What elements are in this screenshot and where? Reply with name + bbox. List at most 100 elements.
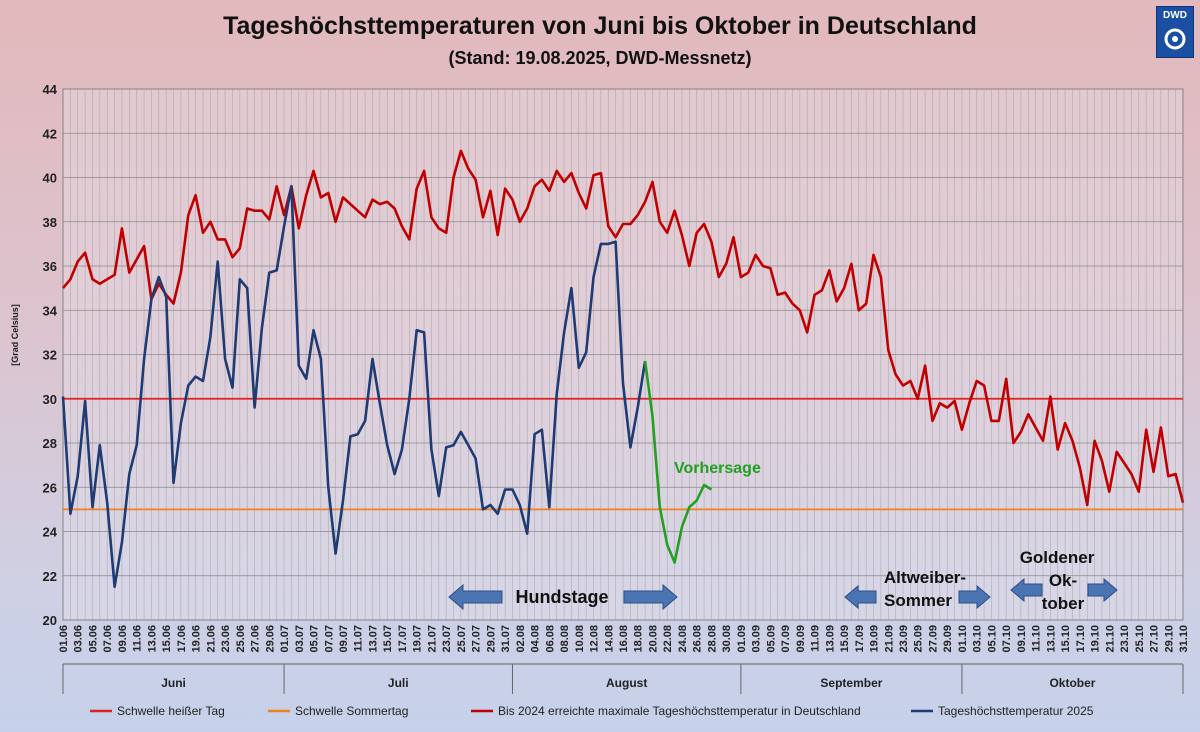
y-tick-label: 34 [43,303,58,318]
x-tick-label: 11.09 [810,625,822,652]
y-tick-label: 40 [43,171,57,186]
x-tick-label: 30.08 [721,625,733,653]
x-tick-label: 19.10 [1090,625,1102,653]
x-tick-label: 19.09 [869,625,881,653]
x-tick-label: 31.10 [1178,625,1190,653]
x-tick-label: 29.06 [264,625,276,653]
x-tick-label: 08.08 [559,625,571,653]
threshold-lines [63,397,1183,511]
x-tick-label: 15.07 [382,625,394,653]
x-tick-label: 29.10 [1163,625,1175,653]
legend-entry: Schwelle heißer Tag [117,704,225,718]
x-tick-label: 04.08 [530,625,542,653]
indian-summer-line-1: Altweiber- [884,568,966,587]
x-tick-label: 23.09 [898,625,910,653]
right-arrow-icon [623,583,678,611]
x-tick-label: 07.06 [102,625,114,653]
x-tick-label: 09.07 [338,625,350,653]
legend-entry: Tageshöchsttemperatur 2025 [938,704,1094,718]
left-arrow-icon [844,584,877,610]
left-arrow-icon [1010,577,1043,603]
x-tick-label: 22.08 [662,625,674,653]
y-tick-label: 22 [43,569,57,584]
x-tick-label: 09.10 [1016,625,1028,653]
x-tick-label: 27.06 [250,625,262,653]
golden-october-annotation: Goldener Ok- tober [1010,548,1118,613]
x-tick-label: 21.09 [883,625,895,653]
x-tick-label: 12.08 [589,625,601,653]
x-tick-label: 03.07 [294,625,306,653]
x-tick-label: 11.06 [132,625,144,652]
x-tick-label: 29.07 [485,625,497,653]
series-line [643,360,713,564]
x-tick-label: 10.08 [574,625,586,653]
x-tick-label: 21.10 [1104,625,1116,653]
x-tick-label: 01.09 [736,625,748,653]
dog-days-annotation: Hundstage [448,583,678,611]
y-tick-label: 32 [43,348,57,363]
x-tick-label: 25.07 [456,625,468,653]
y-tick-label: 20 [43,613,57,628]
x-tick-label: 13.09 [824,625,836,653]
x-tick-label: 15.09 [839,625,851,653]
x-tick-label: 25.10 [1134,625,1146,653]
x-tick-label: 15.10 [1060,625,1072,653]
indian-summer-annotation: Altweiber- Sommer [844,568,991,610]
x-tick-label: 28.08 [706,625,718,653]
series-line [61,185,647,589]
x-tick-label: 17.06 [176,625,188,653]
month-label: Juli [388,676,409,690]
month-label: August [606,676,647,690]
x-tick-label: 19.06 [191,625,203,653]
x-tick-label: 25.06 [235,625,247,653]
x-tick-label: 23.10 [1119,625,1131,653]
grid-lines [62,88,1184,621]
y-tick-label: 38 [43,215,57,230]
right-arrow-icon [1087,577,1118,603]
x-tick-label: 27.10 [1149,625,1161,653]
legend: Schwelle heißer Tag Schwelle Sommertag Bis… [90,704,1094,718]
x-tick-label: 02.08 [515,625,527,653]
y-tick-label: 36 [43,259,57,274]
x-tick-label: 27.07 [471,625,483,653]
logo-swirl-icon [1164,28,1186,50]
x-tick-label: 14.08 [603,625,615,653]
indian-summer-line-2: Sommer [884,591,952,610]
chart-title: Tageshöchsttemperaturen von Juni bis Okt… [223,12,977,40]
x-tick-label: 13.07 [367,625,379,653]
golden-october-line-2: Ok- [1049,571,1077,590]
y-tick-label: 28 [43,436,57,451]
x-tick-label: 17.07 [397,625,409,653]
x-tick-label: 13.10 [1045,625,1057,653]
x-tick-label: 27.09 [927,625,939,653]
x-axis-ticks: 01.06 03.06 05.06 07.06 09.06 11.06 13.06 15.06… [58,625,1190,653]
x-tick-label: 23.07 [441,625,453,653]
x-tick-label: 07.07 [323,625,335,653]
x-tick-label: 01.06 [58,625,70,653]
x-tick-label: 13.06 [146,625,158,653]
x-tick-label: 03.10 [972,625,984,653]
x-tick-label: 23.06 [220,625,232,653]
y-axis-ticks: 20 22 24 26 28 30 32 34 36 38 40 42 44 [43,82,58,628]
x-tick-label: 17.09 [854,625,866,653]
x-tick-label: 09.09 [795,625,807,653]
x-tick-label: 03.09 [751,625,763,653]
y-tick-label: 30 [43,392,57,407]
x-tick-label: 25.09 [913,625,925,653]
x-tick-label: 20.08 [647,625,659,653]
x-tick-label: 03.06 [73,625,85,653]
x-tick-label: 26.08 [692,625,704,653]
y-axis-label: [Grad Celsius] [10,304,20,366]
golden-october-line-3: tober [1042,594,1085,613]
x-tick-label: 19.07 [412,625,424,653]
x-tick-label: 21.06 [205,625,217,653]
x-tick-label: 21.07 [426,625,438,653]
chart-subtitle: (Stand: 19.08.2025, DWD-Messnetz) [448,48,752,68]
x-tick-label: 18.08 [633,625,645,653]
x-tick-label: 01.07 [279,625,291,653]
x-tick-label: 07.09 [780,625,792,653]
forecast-label: Vorhersage [674,460,761,477]
x-tick-label: 06.08 [544,625,556,653]
